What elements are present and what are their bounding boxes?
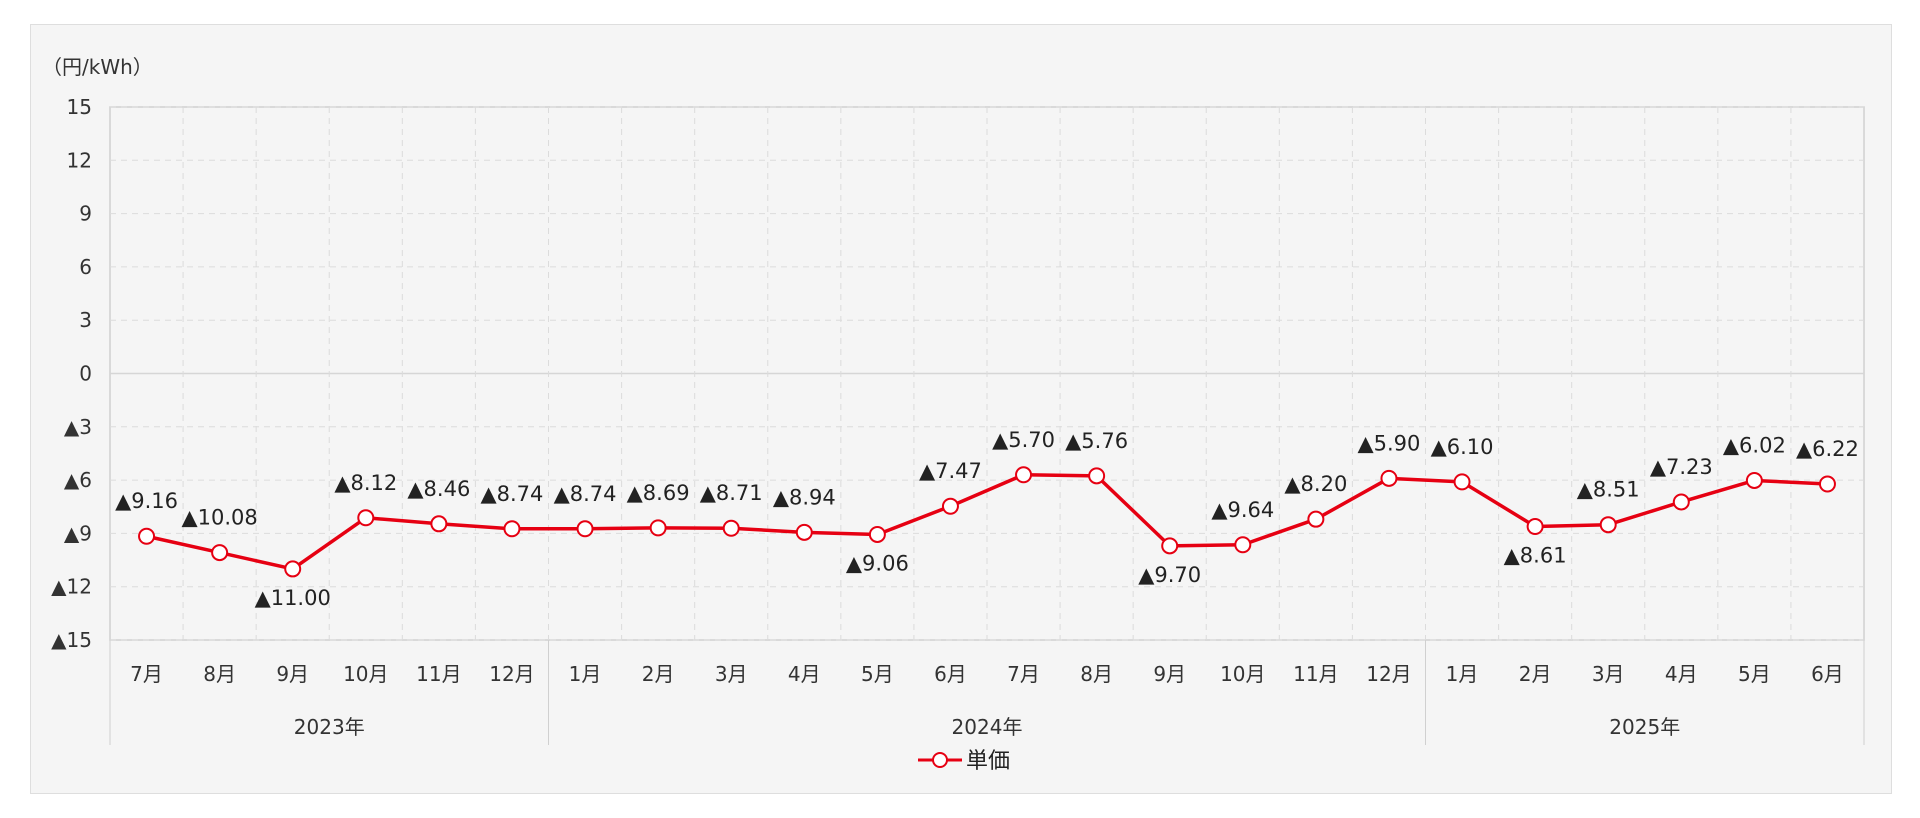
x-tick-label: 3月	[1592, 662, 1625, 686]
data-label: ▲6.10	[1431, 435, 1494, 459]
data-label: ▲8.20	[1284, 472, 1347, 496]
data-label: ▲8.51	[1577, 478, 1640, 502]
x-tick-label: 12月	[489, 662, 534, 686]
data-point-marker	[576, 520, 594, 538]
x-tick-label: 11月	[1293, 662, 1338, 686]
y-tick-label: ▲3	[64, 415, 92, 439]
data-point-marker	[795, 523, 813, 541]
x-tick-label: 10月	[343, 662, 388, 686]
data-point-marker	[1015, 466, 1033, 484]
data-point-marker	[284, 560, 302, 578]
data-point-marker	[138, 527, 156, 545]
year-group-labels: 2023年 2024年 2025年	[109, 640, 1865, 745]
data-label: ▲11.00	[255, 586, 331, 610]
x-tick-label: 4月	[788, 662, 821, 686]
data-label: ▲5.70	[992, 428, 1055, 452]
y-axis-unit-label: （円/kWh）	[42, 55, 153, 79]
grid-lines	[109, 106, 1865, 641]
x-tick-label: 3月	[715, 662, 748, 686]
x-tick-label: 5月	[1738, 662, 1771, 686]
x-tick-label: 9月	[276, 662, 309, 686]
data-point-marker	[1088, 467, 1106, 485]
data-label: ▲9.06	[846, 551, 909, 575]
x-tick-label: 8月	[1080, 662, 1113, 686]
x-tick-label: 8月	[203, 662, 236, 686]
data-label: ▲6.22	[1796, 437, 1859, 461]
x-tick-label: 2月	[642, 662, 675, 686]
data-point-marker	[503, 520, 521, 538]
y-tick-label: ▲6	[64, 468, 92, 492]
data-label: ▲8.12	[334, 471, 397, 495]
data-point-marker	[1599, 516, 1617, 534]
data-point-marker	[1161, 537, 1179, 555]
legend-marker-icon	[932, 752, 948, 768]
data-point-marker	[1380, 469, 1398, 487]
data-point-marker	[649, 519, 667, 537]
data-label: ▲7.23	[1650, 455, 1713, 479]
year-label: 2025年	[1609, 715, 1680, 739]
data-label: ▲9.70	[1138, 563, 1201, 587]
data-label: ▲8.94	[773, 485, 836, 509]
y-axis-ticks: 15 12 9 6 3 0 ▲3 ▲6 ▲9 ▲12 ▲15	[51, 95, 92, 652]
x-axis-ticks: 7月 8月 9月 10月 11月 12月 1月 2月 3月 4月 5月 6月 7月 8月 9月 10月 11月 1…	[130, 662, 1844, 686]
y-tick-label: ▲15	[51, 628, 92, 652]
data-point-marker	[211, 544, 229, 562]
data-label: ▲5.76	[1065, 429, 1128, 453]
data-point-marker	[1818, 475, 1836, 493]
data-label: ▲9.16	[115, 489, 178, 513]
x-tick-label: 9月	[1153, 662, 1186, 686]
data-point-marker	[1672, 493, 1690, 511]
data-label: ▲8.74	[554, 482, 617, 506]
x-tick-label: 1月	[569, 662, 602, 686]
data-label: ▲7.47	[919, 459, 982, 483]
y-tick-label: 0	[79, 362, 92, 386]
year-label: 2024年	[952, 715, 1023, 739]
data-point-marker	[868, 525, 886, 543]
data-point-marker	[1307, 510, 1325, 528]
data-point-marker	[722, 519, 740, 537]
series-line-tanka	[146, 473, 1828, 571]
year-label: 2023年	[294, 715, 365, 739]
y-tick-label: 6	[79, 255, 92, 279]
y-tick-label: 9	[79, 202, 92, 226]
data-point-marker	[1234, 536, 1252, 554]
data-label-group: ▲9.16▲10.08 ▲11.00 ▲8.12 ▲8.46 ▲8.74 ▲8.74 ▲8.…	[115, 428, 1859, 610]
legend-label: 単価	[966, 749, 1010, 774]
y-tick-label: 3	[79, 308, 92, 332]
legend: 単価	[918, 749, 1010, 774]
data-label: ▲9.64	[1211, 498, 1274, 522]
x-tick-label: 6月	[934, 662, 967, 686]
x-tick-label: 2月	[1519, 662, 1552, 686]
data-label: ▲8.46	[407, 477, 470, 501]
data-label: ▲10.08	[181, 506, 257, 530]
data-point-marker	[1745, 471, 1763, 489]
x-tick-label: 12月	[1366, 662, 1411, 686]
data-label: ▲8.61	[1504, 543, 1567, 567]
x-tick-label: 7月	[1007, 662, 1040, 686]
data-label: ▲5.90	[1357, 431, 1420, 455]
data-point-marker	[1453, 473, 1471, 491]
data-label: ▲8.69	[627, 481, 690, 505]
data-label: ▲6.02	[1723, 433, 1786, 457]
data-label: ▲8.74	[480, 482, 543, 506]
x-tick-label: 7月	[130, 662, 163, 686]
x-tick-label: 11月	[416, 662, 461, 686]
data-label: ▲8.71	[700, 481, 763, 505]
data-point-marker	[430, 515, 448, 533]
x-tick-label: 6月	[1811, 662, 1844, 686]
y-tick-label: 15	[67, 95, 92, 119]
x-tick-label: 5月	[861, 662, 894, 686]
data-point-marker	[1526, 517, 1544, 535]
y-tick-label: ▲9	[64, 521, 92, 545]
x-tick-label: 4月	[1665, 662, 1698, 686]
y-tick-label: ▲12	[51, 575, 92, 599]
series-line-group	[138, 466, 1836, 578]
y-tick-label: 12	[67, 148, 92, 172]
x-tick-label: 10月	[1220, 662, 1265, 686]
data-point-marker	[941, 497, 959, 515]
x-tick-label: 1月	[1446, 662, 1479, 686]
data-point-marker	[357, 509, 375, 527]
